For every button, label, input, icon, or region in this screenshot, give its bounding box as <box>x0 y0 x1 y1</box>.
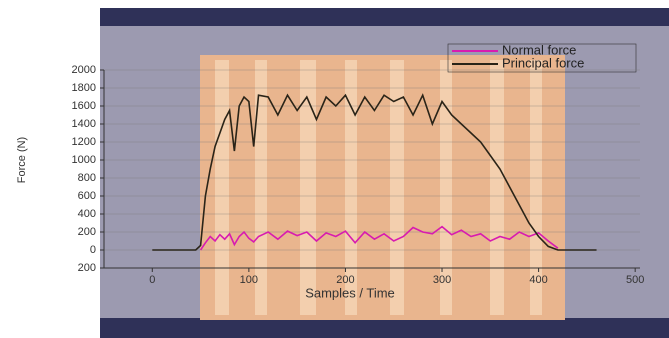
y-tick-label: 400 <box>78 208 96 220</box>
chart: Force (N) Samples / Time 200020040060080… <box>0 0 669 338</box>
x-tick-label: 100 <box>240 274 258 286</box>
y-tick-label: 200 <box>78 262 96 274</box>
x-tick-label: 300 <box>433 274 451 286</box>
y-axis-label: Force (N) <box>16 137 28 183</box>
y-tick-label: 200 <box>78 226 96 238</box>
y-tick-label: 800 <box>78 172 96 184</box>
legend-label: Principal force <box>502 55 584 70</box>
y-tick-label: 1600 <box>72 100 96 112</box>
y-tick-label: 2000 <box>72 64 96 76</box>
x-tick-label: 200 <box>336 274 354 286</box>
x-tick-label: 0 <box>149 274 155 286</box>
y-tick-label: 1800 <box>72 82 96 94</box>
x-axis-label: Samples / Time <box>305 285 395 300</box>
x-tick-label: 500 <box>626 274 644 286</box>
y-tick-label: 1200 <box>72 136 96 148</box>
y-tick-label: 1000 <box>72 154 96 166</box>
y-tick-label: 0 <box>90 244 96 256</box>
x-tick-label: 400 <box>529 274 547 286</box>
y-tick-label: 600 <box>78 190 96 202</box>
y-tick-label: 1400 <box>72 118 96 130</box>
